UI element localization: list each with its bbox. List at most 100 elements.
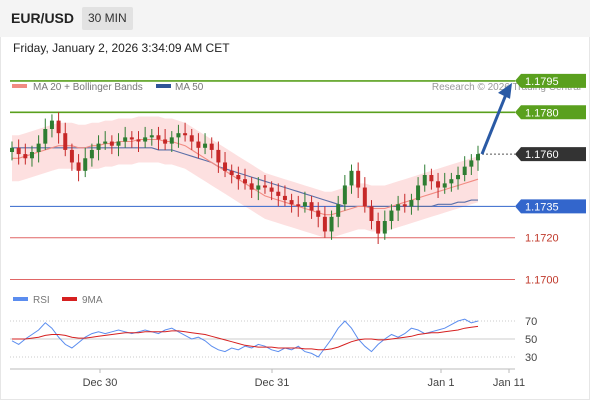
candle bbox=[382, 210, 387, 240]
candle-body bbox=[349, 170, 354, 186]
ma20-legend-label: MA 20 + Bollinger Bands bbox=[33, 82, 143, 93]
ma50-legend-label: MA 50 bbox=[175, 82, 204, 93]
candle bbox=[109, 135, 114, 155]
candle-body bbox=[236, 175, 241, 180]
candle-body bbox=[476, 154, 480, 161]
level-label-1-1760: 1.1760 bbox=[525, 149, 559, 161]
candle-body bbox=[429, 175, 434, 182]
candle bbox=[229, 164, 234, 184]
candle bbox=[436, 172, 441, 198]
candle-body bbox=[116, 141, 121, 146]
candle-body bbox=[10, 147, 14, 152]
level-label-1-1780: 1.1780 bbox=[525, 107, 559, 119]
candle-body bbox=[216, 149, 221, 163]
rsi-tick-30: 30 bbox=[525, 352, 537, 364]
candle-body bbox=[442, 183, 447, 188]
candle bbox=[49, 114, 54, 138]
candle bbox=[456, 166, 461, 190]
candle-body bbox=[143, 137, 148, 142]
level-label-1-1735-box bbox=[515, 199, 586, 214]
candle bbox=[209, 137, 214, 159]
forecast-arrow-shaft bbox=[480, 91, 509, 155]
candle bbox=[322, 206, 327, 238]
rsi-ma-legend-swatch bbox=[62, 297, 77, 301]
candle bbox=[129, 131, 134, 148]
candle bbox=[243, 168, 247, 190]
level-label-1-1780-box bbox=[515, 105, 586, 120]
candle-body bbox=[156, 135, 161, 140]
candle bbox=[342, 175, 347, 211]
candle bbox=[136, 131, 141, 152]
candle bbox=[316, 202, 321, 228]
forecast-arrow-layer bbox=[480, 82, 512, 155]
candle bbox=[469, 154, 474, 175]
candle bbox=[169, 131, 174, 152]
timeframe-button[interactable]: 30 MIN bbox=[82, 7, 133, 30]
candle-body bbox=[96, 143, 101, 150]
candle bbox=[163, 129, 168, 150]
ma50-legend-swatch bbox=[156, 84, 171, 88]
candle-body bbox=[409, 200, 414, 207]
candle-body bbox=[389, 210, 394, 221]
candle bbox=[276, 183, 281, 207]
candle bbox=[336, 195, 341, 228]
level-lines-layer bbox=[10, 80, 515, 281]
level-label-1-1700: 1.1700 bbox=[525, 275, 559, 287]
candle-body bbox=[336, 204, 341, 217]
candle-body bbox=[43, 129, 48, 144]
level-label-1-1760-box bbox=[515, 147, 586, 162]
rsi-ma-line bbox=[12, 325, 479, 351]
candle-body bbox=[63, 133, 68, 150]
candle-body bbox=[309, 202, 314, 211]
candle-body bbox=[362, 187, 367, 207]
candle-body bbox=[369, 206, 374, 221]
candle-body bbox=[209, 143, 214, 150]
candle bbox=[309, 195, 314, 219]
candle-body bbox=[123, 137, 128, 142]
candle bbox=[262, 175, 267, 194]
candle-body bbox=[83, 158, 88, 171]
candle-body bbox=[229, 170, 234, 175]
candle-body bbox=[36, 143, 41, 152]
rsi-panel: 70 50 30 bbox=[10, 316, 537, 364]
candle bbox=[203, 133, 208, 155]
candle-body bbox=[449, 179, 454, 184]
rsi-tick-50: 50 bbox=[525, 334, 537, 346]
candle-body bbox=[169, 137, 174, 144]
candle-body bbox=[422, 175, 427, 186]
candle bbox=[29, 145, 34, 167]
candle-body bbox=[149, 135, 154, 138]
candle-body bbox=[329, 216, 334, 232]
candle-body bbox=[302, 202, 307, 207]
candle bbox=[462, 156, 467, 182]
candle bbox=[103, 131, 108, 150]
candle-body bbox=[49, 120, 54, 129]
candle bbox=[123, 126, 128, 148]
candle bbox=[282, 185, 287, 207]
level-label-1-1720: 1.1720 bbox=[525, 233, 559, 245]
candle bbox=[236, 166, 241, 190]
rsi-tick-70: 70 bbox=[525, 316, 537, 328]
candle bbox=[362, 177, 367, 213]
candle bbox=[183, 122, 188, 142]
candle-body bbox=[189, 135, 194, 142]
candle-body bbox=[183, 133, 188, 136]
candle-body bbox=[76, 162, 81, 171]
candle-body bbox=[376, 221, 381, 234]
candle bbox=[389, 204, 394, 230]
candle-body bbox=[256, 185, 261, 190]
candle bbox=[369, 200, 374, 230]
x-tick-label: Jan 11 bbox=[493, 377, 525, 389]
level-labels-layer: 1.1795 1.1780 1.1760 1.1735 1.1720 1.1700 bbox=[515, 73, 586, 287]
candle bbox=[376, 212, 381, 244]
x-tick-label: Jan 1 bbox=[428, 377, 455, 389]
candle bbox=[216, 141, 221, 173]
candle-body bbox=[436, 181, 441, 188]
candle bbox=[422, 164, 427, 192]
candle-body bbox=[29, 152, 34, 159]
candle bbox=[223, 152, 228, 178]
candle bbox=[56, 112, 61, 144]
symbol-title: EUR/USD bbox=[11, 10, 75, 26]
candle-body bbox=[296, 204, 301, 207]
